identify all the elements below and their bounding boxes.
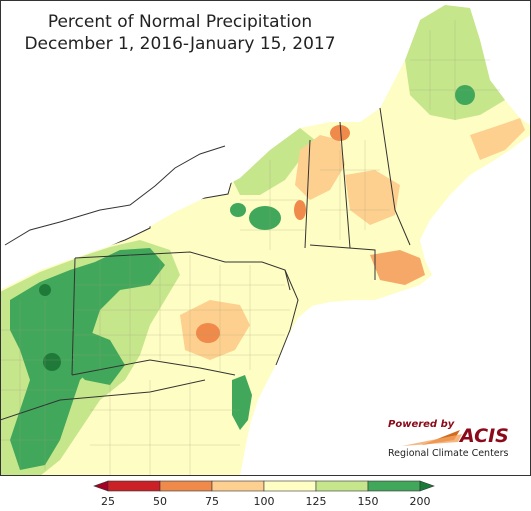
- map-title: Percent of Normal Precipitation: [47, 12, 313, 32]
- wet-spot-ny: [230, 203, 246, 217]
- dry-core-vt: [330, 125, 350, 141]
- canada-lakeshore: [4, 145, 226, 246]
- legend-tick-label: 75: [205, 495, 219, 508]
- legend-tick-label: 50: [153, 495, 167, 508]
- logo-brand: ACIS: [458, 425, 509, 447]
- legend-under-arrow: [93, 480, 109, 492]
- legend: 25 50 75 100 125 150 200: [93, 480, 435, 508]
- wet-spot-maine: [455, 85, 475, 105]
- atlantic-ocean: [240, 140, 531, 476]
- map-date-range: December 1, 2016-January 15, 2017: [24, 34, 336, 54]
- dry-region-nh: [345, 170, 400, 225]
- dry-core-ny: [294, 200, 306, 220]
- wet-region-north: [230, 128, 315, 195]
- legend-bin-125-150: [315, 480, 369, 492]
- legend-tick-label: 200: [410, 495, 431, 508]
- county-lines: [0, 20, 500, 476]
- legend-bin-50-75: [159, 480, 213, 492]
- canada-land: [0, 0, 420, 290]
- legend-tick-label: 25: [101, 495, 115, 508]
- legend-tick-label: 150: [358, 495, 379, 508]
- legend-bin-25-50: [107, 480, 161, 492]
- legend-bin-75-100: [211, 480, 265, 492]
- legend-over-arrow: [419, 480, 435, 492]
- state-borders: [0, 107, 411, 421]
- wet-spot-2: [39, 284, 51, 296]
- logo-swoosh-2: [402, 434, 462, 446]
- dry-region-maine-coast: [470, 118, 525, 160]
- legend-tick-label: 125: [306, 495, 327, 508]
- legend-bin-150-200: [367, 480, 421, 492]
- wet-spot-adk: [249, 206, 281, 230]
- legend-tick-label: 100: [254, 495, 275, 508]
- wet-spot-1: [43, 353, 61, 371]
- logo-org: Regional Climate Centers: [388, 448, 509, 459]
- legend-bin-100-125: [263, 480, 317, 492]
- acis-logo: Powered by ACIS Regional Climate Centers: [388, 419, 509, 459]
- precipitation-map: [0, 0, 531, 476]
- wet-core-west-2: [60, 330, 125, 385]
- dry-core-pa: [196, 323, 220, 343]
- logo-powered-by: Powered by: [388, 419, 455, 430]
- dry-region-mass: [370, 250, 425, 285]
- wet-region-delmarva: [232, 375, 252, 430]
